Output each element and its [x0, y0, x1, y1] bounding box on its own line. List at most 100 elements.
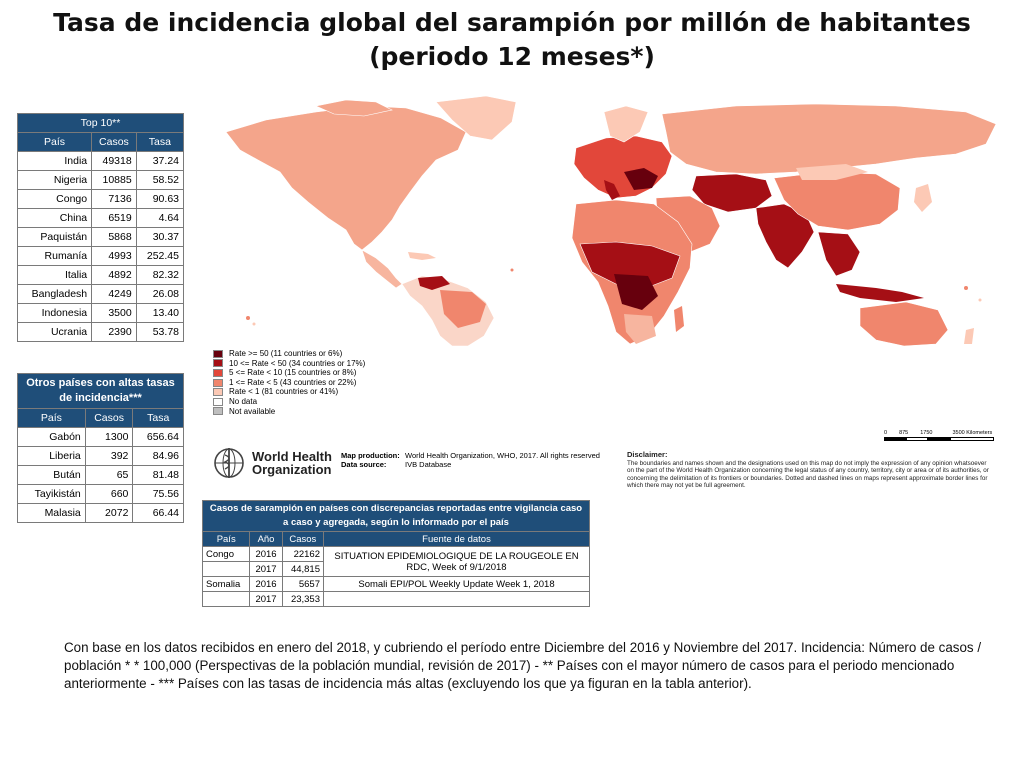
- table-row: Ucrania 2390 53.78: [16, 322, 185, 342]
- cell-country: Rumanía: [16, 246, 93, 266]
- cell-country: Bután: [17, 465, 86, 485]
- legend-swatch: [213, 407, 223, 416]
- top10-caption: Top 10**: [17, 113, 184, 133]
- cell-cases: 392: [84, 446, 134, 466]
- cell-country: Indonesia: [16, 303, 93, 323]
- col-header-cases: Casos: [281, 531, 325, 547]
- top10-table: Top 10** País Casos Tasa India 49318 37.24…: [16, 113, 185, 342]
- cell-country: Congo: [201, 546, 251, 562]
- cell-country: India: [16, 151, 93, 171]
- who-name-line-1: World Health: [252, 449, 332, 464]
- cell-cases: 5868: [91, 227, 137, 247]
- legend-swatch: [213, 359, 223, 368]
- map-region-eastern-europe: [624, 168, 658, 190]
- cell-rate: 656.64: [132, 427, 184, 447]
- legend-item: 5 <= Rate < 10 (15 countries or 8%): [213, 368, 365, 378]
- col-header-cases: Casos: [91, 132, 137, 152]
- cell-cases: 7136: [91, 189, 137, 209]
- table-row: 2017 23,353: [201, 591, 590, 607]
- map-region-central-africa: [614, 274, 658, 310]
- cell-year: 2017: [249, 591, 283, 607]
- col-header-cases: Casos: [84, 408, 134, 428]
- cell-rate: 53.78: [135, 322, 185, 342]
- table-row: Somalia 2016 5657 Somali EPI/POL Weekly …: [201, 576, 590, 592]
- col-header-country: País: [16, 132, 93, 152]
- data-source-value: IVB Database: [405, 460, 452, 469]
- table-row: Tayikistán 660 75.56: [17, 484, 184, 504]
- cell-cases: 10885: [91, 170, 137, 190]
- cell-rate: 66.44: [132, 503, 184, 523]
- table-row: Gabón 1300 656.64: [17, 427, 184, 447]
- legend-item: 10 <= Rate < 50 (34 countries or 17%): [213, 359, 365, 369]
- table-row: Bangladesh 4249 26.08: [16, 284, 185, 304]
- cell-cases: 660: [84, 484, 134, 504]
- map-production-label: Map production:: [341, 451, 400, 460]
- col-header-year: Año: [249, 531, 283, 547]
- legend-item: 1 <= Rate < 5 (43 countries or 22%): [213, 378, 365, 388]
- table-row: Malasia 2072 66.44: [17, 503, 184, 523]
- cell-cases: 23,353: [281, 591, 325, 607]
- discrepancy-table: Casos de sarampión en países con discrep…: [201, 500, 590, 607]
- table-row: Paquistán 5868 30.37: [16, 227, 185, 247]
- cell-cases: 65: [84, 465, 134, 485]
- cell-cases: 44,815: [281, 561, 325, 577]
- map-region-north-america: [225, 105, 467, 251]
- table-row: Indonesia 3500 13.40: [16, 303, 185, 323]
- legend-item: Rate < 1 (81 countries or 41%): [213, 387, 365, 397]
- legend-swatch: [213, 349, 223, 358]
- cell-country: Gabón: [17, 427, 86, 447]
- legend-swatch: [213, 397, 223, 406]
- cell-cases: 4993: [91, 246, 137, 266]
- title-line-2: (periodo 12 meses*): [369, 42, 655, 71]
- cell-cases: 5657: [281, 576, 325, 592]
- cell-cases: 49318: [91, 151, 137, 171]
- map-region-europe: [573, 135, 673, 199]
- map-region-scandinavia: [603, 105, 649, 143]
- map-region-canada-north: [315, 99, 393, 117]
- cell-year: 2017: [249, 561, 283, 577]
- table-row: Congo 2016 22162 SITUATION EPIDEMIOLOGIQ…: [201, 546, 590, 577]
- cell-rate: 82.32: [135, 265, 185, 285]
- who-logo: World Health Organization: [212, 446, 332, 480]
- col-header-rate: Tasa: [132, 408, 184, 428]
- map-region-japan: [914, 184, 932, 212]
- data-source-label: Data source:: [341, 460, 387, 469]
- map-region-new-zealand: [964, 328, 974, 344]
- cell-cases: 4892: [91, 265, 137, 285]
- cell-country: [201, 561, 251, 577]
- cell-country: Liberia: [17, 446, 86, 466]
- cell-country: Nigeria: [16, 170, 93, 190]
- table-row: Liberia 392 84.96: [17, 446, 184, 466]
- map-production-value: World Health Organization, WHO, 2017. Al…: [405, 451, 600, 460]
- cell-cases: 2390: [91, 322, 137, 342]
- cell-rate: 81.48: [132, 465, 184, 485]
- map-region-indonesia: [836, 284, 924, 302]
- legend-label: Rate >= 50 (11 countries or 6%): [229, 349, 343, 358]
- other-caption: Otros países con altas tasas de incidenc…: [17, 373, 184, 409]
- map-island: [978, 298, 982, 302]
- scale-tick: 0: [884, 430, 888, 436]
- map-region-italy: [604, 180, 620, 200]
- col-header-rate: Tasa: [135, 132, 185, 152]
- footnote: Con base en los datos recibidos en enero…: [64, 640, 982, 691]
- scale-tick: 1750: [920, 430, 933, 436]
- map-region-caribbean: [408, 252, 436, 260]
- cell-cases: 6519: [91, 208, 137, 228]
- map-legend: Rate >= 50 (11 countries or 6%) 10 <= Rat…: [213, 349, 365, 416]
- cell-country: Ucrania: [16, 322, 93, 342]
- legend-item: Not available: [213, 407, 365, 417]
- cell-rate: 58.52: [135, 170, 185, 190]
- scale-tick: 3500 Kilometers: [952, 430, 993, 436]
- cell-source: SITUATION EPIDEMIOLOGIQUE DE LA ROUGEOLE…: [323, 546, 590, 577]
- legend-swatch: [213, 388, 223, 397]
- other-countries-table: Otros países con altas tasas de incidenc…: [17, 373, 184, 523]
- cell-cases: 2072: [84, 503, 134, 523]
- cell-source: [323, 591, 590, 607]
- map-region-venezuela: [418, 276, 450, 290]
- cell-rate: 26.08: [135, 284, 185, 304]
- map-region-mongolia: [796, 164, 868, 180]
- cell-rate: 13.40: [135, 303, 185, 323]
- cell-rate: 30.37: [135, 227, 185, 247]
- table-row: Nigeria 10885 58.52: [16, 170, 185, 190]
- cell-cases: 1300: [84, 427, 134, 447]
